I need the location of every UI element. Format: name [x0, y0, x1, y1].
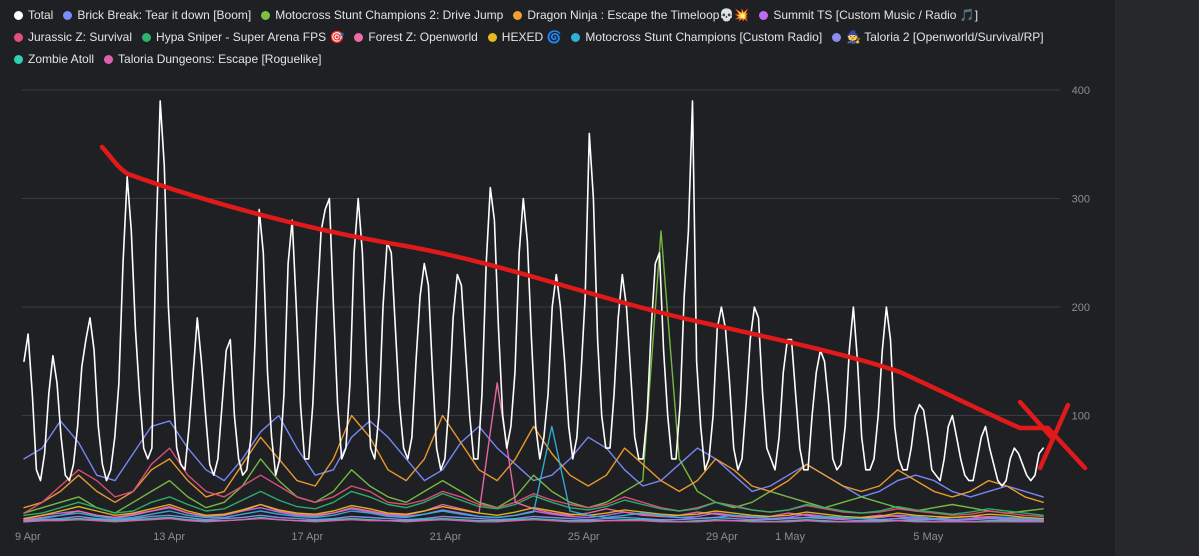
chart-legend: Total Brick Break: Tear it down [Boom] Mot… — [14, 6, 1104, 68]
y-tick-label: 200 — [1072, 302, 1090, 314]
legend-item[interactable]: Motocross Stunt Champions 2: Drive Jump — [261, 6, 503, 24]
legend-item[interactable]: Total — [14, 6, 53, 24]
legend-dot-icon — [832, 32, 842, 42]
legend-item[interactable]: Brick Break: Tear it down [Boom] — [63, 6, 251, 24]
x-tick-label: 9 Apr — [15, 531, 41, 543]
y-tick-label: 100 — [1072, 411, 1090, 423]
x-tick-label: 13 Apr — [153, 531, 185, 543]
legend-item[interactable]: Dragon Ninja : Escape the Timeloop💀💥 — [513, 6, 749, 24]
legend-item[interactable]: 🧙 Taloria 2 [Openworld/Survival/RP] — [832, 28, 1044, 46]
legend-label: Jurassic Z: Survival — [28, 30, 133, 44]
legend-item[interactable]: Zombie Atoll — [14, 50, 94, 68]
x-tick-label: 1 May — [775, 531, 805, 543]
chart-panel: Total Brick Break: Tear it down [Boom] Mot… — [14, 6, 1104, 543]
arrow-head-annotation — [1017, 399, 1071, 471]
legend-label: Brick Break: Tear it down [Boom] — [77, 8, 252, 22]
legend-dot-icon — [14, 10, 23, 20]
legend-dot-icon — [571, 32, 581, 42]
x-tick-label: 29 Apr — [706, 531, 738, 543]
line-chart: 100 200 300 400 9 Apr 13 Apr 17 Apr 21 Apr 25 Ap… — [15, 85, 1090, 543]
series-line — [23, 100, 1044, 487]
legend-label: Motocross Stunt Champions 2: Drive Jump — [275, 8, 504, 22]
series-line — [23, 230, 1044, 514]
legend-item[interactable]: Motocross Stunt Champions [Custom Radio] — [571, 28, 822, 46]
legend-label: Dragon Ninja : Escape the Timeloop💀💥 — [527, 8, 750, 22]
legend-label: Taloria Dungeons: Escape [Roguelike] — [118, 52, 322, 66]
legend-label: HEXED 🌀 — [501, 30, 562, 44]
legend-dot-icon — [14, 32, 23, 42]
series-line — [23, 414, 1044, 509]
legend-dot-icon — [513, 10, 523, 20]
series-line — [23, 514, 1044, 522]
series-line — [23, 516, 1044, 523]
x-tick-label: 5 May — [913, 531, 943, 543]
legend-dot-icon — [142, 32, 152, 42]
legend-dot-icon — [487, 32, 497, 42]
legend-dot-icon — [354, 32, 364, 42]
trend-arrow-annotation — [99, 144, 1088, 471]
series-line — [23, 447, 1044, 518]
x-tick-label: 25 Apr — [568, 531, 600, 543]
x-tick-label: 17 Apr — [291, 531, 323, 543]
legend-label: Summit TS [Custom Music / Radio 🎵] — [773, 8, 979, 22]
legend-dot-icon — [63, 10, 73, 20]
series-line — [23, 490, 1044, 516]
right-sidebar — [1115, 0, 1199, 556]
series-line — [23, 503, 1044, 520]
legend-item[interactable]: Forest Z: Openworld — [354, 28, 478, 46]
legend-item[interactable]: Summit TS [Custom Music / Radio 🎵] — [759, 6, 978, 24]
legend-dot-icon — [759, 10, 769, 20]
series-line — [23, 517, 1044, 523]
legend-label: Zombie Atoll — [28, 52, 95, 66]
legend-label: 🧙 Taloria 2 [Openworld/Survival/RP] — [846, 30, 1044, 44]
series-line — [23, 414, 1044, 498]
legend-dot-icon — [261, 10, 271, 20]
legend-label: Hypa Sniper - Super Arena FPS 🎯 — [156, 30, 345, 44]
y-tick-label: 300 — [1072, 194, 1090, 206]
legend-label: Forest Z: Openworld — [368, 30, 478, 44]
legend-label: Total — [28, 8, 54, 22]
legend-dot-icon — [14, 54, 23, 64]
x-tick-label: 21 Apr — [430, 531, 462, 543]
legend-item[interactable]: Jurassic Z: Survival — [14, 28, 132, 46]
legend-dot-icon — [104, 54, 114, 64]
y-tick-label: 400 — [1072, 85, 1090, 97]
legend-label: Motocross Stunt Champions [Custom Radio] — [585, 30, 823, 44]
legend-item[interactable]: HEXED 🌀 — [487, 28, 562, 46]
legend-item[interactable]: Taloria Dungeons: Escape [Roguelike] — [104, 50, 322, 68]
legend-item[interactable]: Hypa Sniper - Super Arena FPS 🎯 — [142, 28, 344, 46]
